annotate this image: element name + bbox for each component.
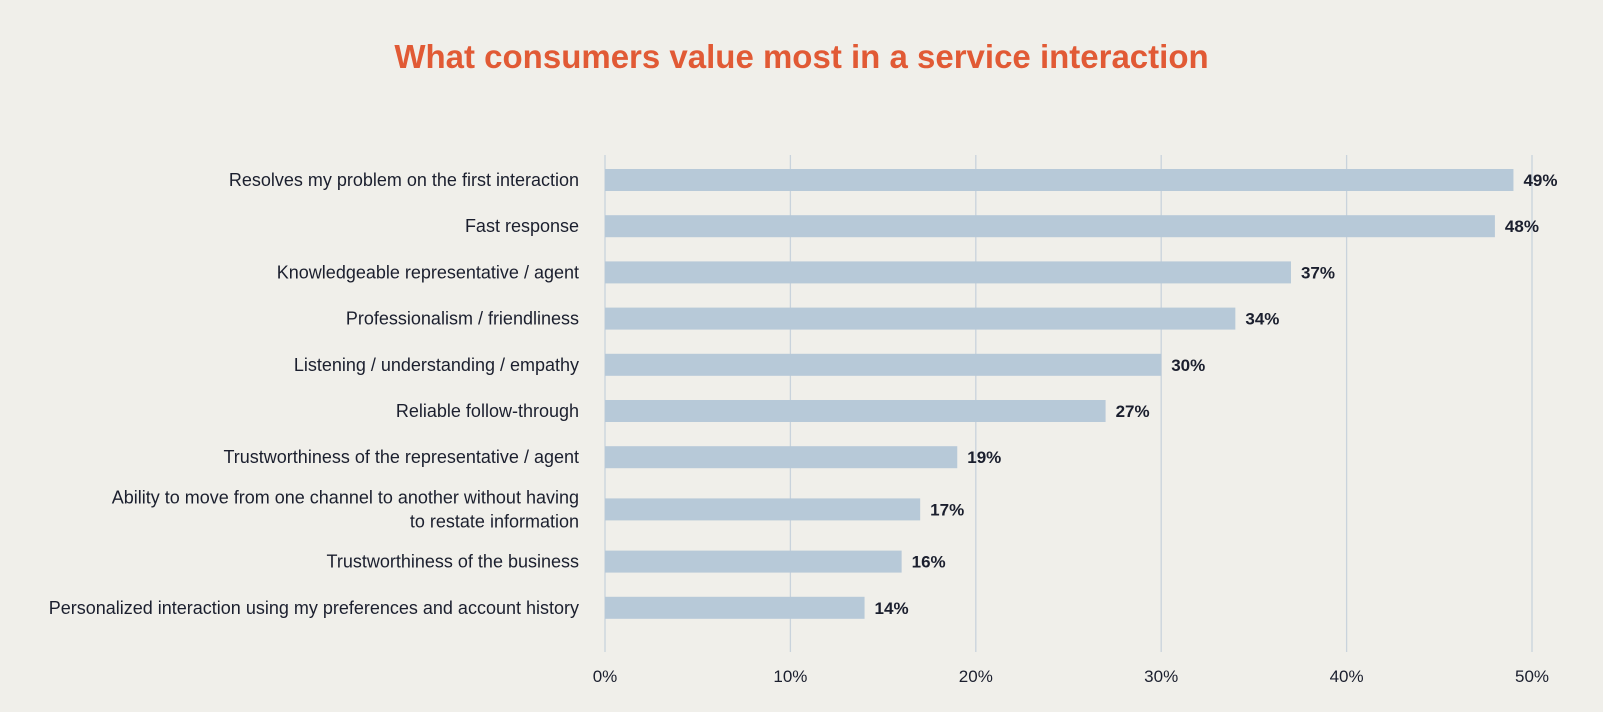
value-label: 37% xyxy=(1301,263,1335,282)
category-label: Resolves my problem on the first interac… xyxy=(229,170,579,190)
value-label: 16% xyxy=(912,553,946,572)
category-label: Personalized interaction using my prefer… xyxy=(49,598,579,618)
category-label: Professionalism / friendliness xyxy=(346,309,579,329)
category-label: Listening / understanding / empathy xyxy=(294,355,579,375)
value-label: 19% xyxy=(967,448,1001,467)
category-label: Trustworthiness of the representative / … xyxy=(223,447,579,467)
category-label: Trustworthiness of the business xyxy=(327,552,579,572)
value-label: 27% xyxy=(1116,402,1150,421)
x-tick-label: 50% xyxy=(1515,667,1549,686)
value-label: 30% xyxy=(1171,356,1205,375)
bar xyxy=(605,215,1495,238)
x-tick-label: 20% xyxy=(959,667,993,686)
x-tick-label: 30% xyxy=(1144,667,1178,686)
value-label: 48% xyxy=(1505,217,1539,236)
x-tick-label: 0% xyxy=(593,667,618,686)
value-label: 14% xyxy=(875,599,909,618)
value-label: 34% xyxy=(1245,310,1279,329)
category-label: Reliable follow-through xyxy=(396,401,579,421)
bar xyxy=(605,169,1514,191)
x-tick-label: 40% xyxy=(1330,667,1364,686)
category-label: Knowledgeable representative / agent xyxy=(277,262,579,282)
bar xyxy=(605,498,921,521)
value-label: 49% xyxy=(1523,171,1557,190)
bar xyxy=(605,307,1236,330)
bar xyxy=(605,446,958,469)
bar xyxy=(605,596,865,619)
bar xyxy=(605,353,1162,376)
x-tick-label: 10% xyxy=(773,667,807,686)
value-label: 17% xyxy=(930,500,964,519)
chart-title: What consumers value most in a service i… xyxy=(394,38,1209,75)
bar xyxy=(605,261,1291,284)
bar xyxy=(605,550,902,573)
category-label: Fast response xyxy=(465,216,579,236)
bar xyxy=(605,400,1106,422)
category-label: Ability to move from one channel to anot… xyxy=(112,487,579,531)
